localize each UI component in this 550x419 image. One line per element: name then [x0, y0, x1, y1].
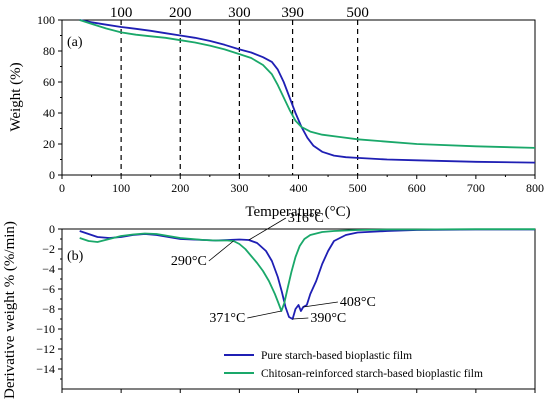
panel-a-x-axis-ticks: 0 100 200 300 400 500 600 700 800	[59, 175, 544, 195]
panel-a-series-line-chitosan	[79, 19, 536, 149]
guide-label-390: 390	[281, 5, 304, 21]
panel-a-x-tick-label: 700	[467, 181, 485, 195]
guide-label-300: 300	[228, 5, 251, 21]
panel-b-label: (b)	[67, 249, 84, 264]
panel-b-y-tick-label: −4	[42, 262, 55, 276]
panel-a-y-tick-label: 40	[43, 106, 55, 120]
panel-b-y-tick-label: −14	[36, 362, 55, 376]
panel-a-series-line-pure	[79, 19, 536, 164]
legend-label-pure: Pure starch-based bioplastic film	[261, 350, 412, 362]
annotation-leader-390	[292, 317, 309, 320]
annotation-label-316: 316°C	[288, 211, 324, 226]
panel-a-series	[79, 19, 536, 164]
panel-a-y-tick-label: 100	[37, 13, 55, 27]
panel-b-series-line-pure	[79, 228, 535, 320]
panel-b-y-axis-title: Derivative weight % (%/min)	[2, 221, 18, 399]
panel-a-frame	[61, 19, 536, 176]
annotation-label-290: 290°C	[171, 254, 207, 269]
panel-b-y-tick-label: −2	[42, 242, 55, 256]
annotation-leader-290	[208, 240, 234, 262]
panel-a-x-tick-label: 500	[349, 181, 367, 195]
annotation-leader-408	[303, 301, 338, 308]
panel-a-weight-chart: 100 200 300 390 500 0 100 200 300 400 500 600 700 80…	[8, 5, 544, 220]
panel-b-legend: Pure starch-based bioplastic film Chitos…	[224, 350, 483, 380]
panel-b-series-line-chitosan	[79, 228, 535, 312]
panel-a-x-tick-label: 600	[408, 181, 426, 195]
guide-label-100: 100	[110, 5, 133, 21]
panel-a-x-tick-label: 300	[230, 181, 248, 195]
guide-label-200: 200	[169, 5, 192, 21]
legend-label-chitosan: Chitosan-reinforced starch-based bioplas…	[261, 368, 483, 380]
panel-b-y-tick-label: −10	[36, 322, 55, 336]
panel-a-x-tick-label: 0	[59, 181, 65, 195]
annotation-label-371: 371°C	[209, 311, 245, 326]
panel-a-x-tick-label: 200	[171, 181, 189, 195]
panel-a-y-tick-label: 20	[43, 137, 55, 151]
panel-a-y-axis-ticks: 0 20 40 60 80 100	[37, 13, 62, 182]
panel-b-y-axis-ticks: 0 −2 −4 −6 −8 −10 −12 −14	[36, 222, 62, 380]
panel-b-y-tick-label: 0	[49, 222, 55, 236]
annotation-label-390: 390°C	[310, 311, 346, 326]
panel-b-frame	[61, 228, 536, 390]
panel-a-x-tick-label: 100	[112, 181, 130, 195]
annotation-label-408: 408°C	[340, 295, 376, 310]
guide-label-500: 500	[346, 5, 369, 21]
panel-b-y-tick-label: −6	[42, 282, 55, 296]
panel-a-label: (a)	[67, 35, 83, 50]
panel-b-derivative-chart: 0 −2 −4 −6 −8 −10 −12 −14 316°C 290°C 371°C 390°C4…	[2, 211, 536, 399]
panel-b-series	[79, 228, 535, 320]
annotation-leader-371	[247, 310, 282, 319]
panel-a-y-axis-title: Weight (%)	[8, 62, 24, 131]
panel-b-y-tick-label: −8	[42, 302, 55, 316]
panel-b-y-tick-label: −12	[36, 342, 55, 356]
panel-a-y-tick-label: 80	[43, 44, 55, 58]
panel-a-x-axis-title: Temperature (°C)	[245, 204, 350, 220]
panel-a-y-tick-label: 0	[49, 168, 55, 182]
panel-a-guide-lines: 100 200 300 390 500	[110, 5, 369, 175]
panel-a-x-tick-label: 800	[526, 181, 544, 195]
panel-a-y-tick-label: 60	[43, 75, 55, 89]
panel-a-x-tick-label: 400	[290, 181, 308, 195]
annotation-leader-316	[248, 217, 287, 241]
panel-b-x-axis-ticks	[61, 389, 536, 393]
